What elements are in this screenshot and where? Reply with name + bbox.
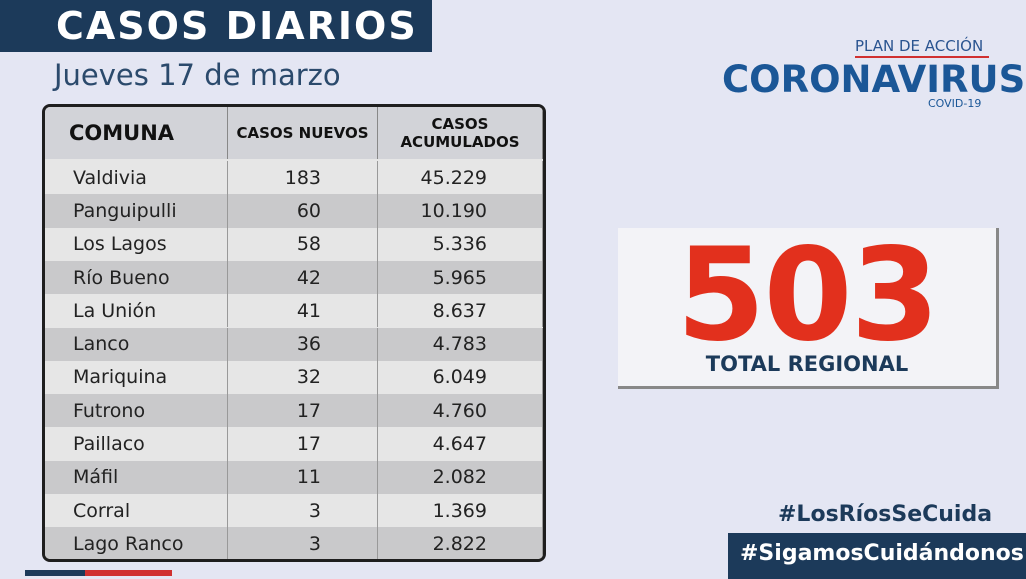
column-header: CASOS NUEVOS [228,107,378,159]
table-cell: 32 [228,360,378,395]
logo-plan: PLAN DE ACCIÓN [855,37,984,55]
title: CASOS DIARIOS [56,4,418,48]
table-cell: 4.760 [378,394,543,428]
table-cell: 42 [228,260,378,295]
table-cell: 2.082 [378,460,543,494]
table-cell: 1.369 [378,494,543,528]
table-cell: 36 [228,327,378,361]
total-value: 503 [676,221,939,370]
table-cell: 3 [228,527,378,559]
table-cell: 17 [228,394,378,428]
table-cell: 5.965 [378,260,543,295]
table-cell: 4.647 [378,427,543,461]
table-cell: 4.783 [378,327,543,361]
hashtag-box: #SigamosCuidándonos [728,533,1026,579]
table-cell: Panguipulli [45,194,228,228]
table-cell: Futrono [45,394,228,428]
table-cell: Máfil [45,460,228,494]
table-cell: Paillaco [45,427,228,461]
total-box: 503 TOTAL REGIONAL [618,228,999,389]
logo-sub: COVID-19 [928,97,982,110]
column-header: CASOS ACUMULADOS [378,107,543,159]
table-cell: 8.637 [378,294,543,328]
total-label: TOTAL REGIONAL [705,352,909,376]
table-cell: 58 [228,227,378,261]
table-cell: Valdivia [45,161,228,195]
table-cell: 6.049 [378,360,543,395]
table-cell: 5.336 [378,227,543,261]
table-cell: 60 [228,194,378,228]
table-cell: Lanco [45,327,228,361]
hashtag: #SigamosCuidándonos [740,541,1024,566]
table-cell: 17 [228,427,378,461]
table: COMUNA CASOS NUEVOS CASOS ACUMULADOS Valdiv… [42,104,546,562]
table-cell: 45.229 [378,161,543,195]
logo-line [855,56,989,58]
table-cell: La Unión [45,294,228,328]
table-cell: Lago Ranco [45,527,228,559]
table-cell: Río Bueno [45,260,228,295]
table-cell: Corral [45,494,228,528]
title-box: CASOS DIARIOS [0,0,432,52]
table-cell: 10.190 [378,194,543,228]
table-cell: 41 [228,294,378,328]
date: Jueves 17 de marzo [54,58,341,92]
logo-name: CORONAVIRUS [722,58,1026,101]
table-cell: 3 [228,494,378,528]
table-cell: 11 [228,460,378,494]
table-cell: 183 [228,161,378,195]
table-cell: Los Lagos [45,227,228,261]
table-cell: Mariquina [45,360,228,395]
column-header: COMUNA [45,107,228,159]
hashtag: #LosRíosSeCuida [778,502,993,527]
table-cell: 2.822 [378,527,543,559]
stripe [85,570,172,576]
stripe [25,570,85,576]
